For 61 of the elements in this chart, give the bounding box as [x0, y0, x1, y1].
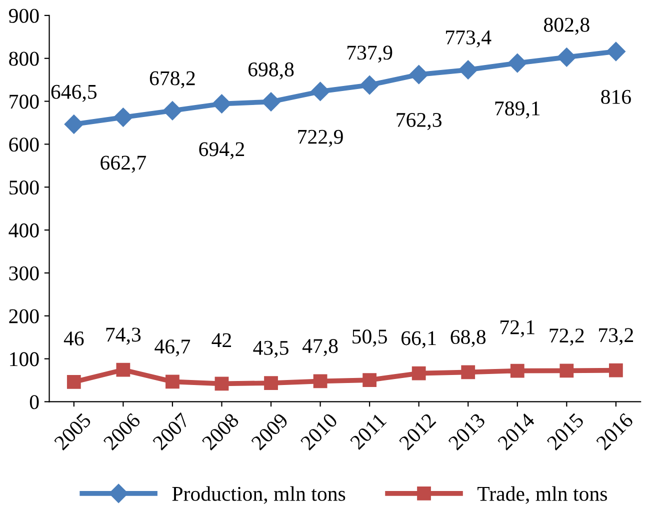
legend-label: Production, mln tons: [172, 486, 346, 504]
point: [412, 366, 426, 380]
data-label: 72,2: [550, 328, 584, 346]
data-label: 737,9: [348, 46, 392, 63]
y-tick-label: 600: [9, 138, 39, 152]
data-label: 73,2: [599, 328, 634, 346]
data-label: 789,1: [495, 101, 540, 118]
point: [461, 365, 476, 380]
data-label: 722,9: [298, 130, 343, 147]
y-tick-label: 700: [10, 94, 39, 109]
point: [64, 114, 84, 134]
data-label: 46,7: [154, 340, 190, 357]
point: [166, 374, 180, 389]
y-tick-label: 300: [9, 266, 39, 280]
point: [116, 362, 130, 377]
data-label: 762,3: [396, 112, 442, 130]
data-label: 47,8: [302, 339, 338, 356]
y-tick-label: 400: [8, 223, 39, 238]
point: [360, 75, 380, 95]
data-label: 694,2: [199, 142, 244, 160]
point: [608, 363, 623, 378]
data-label: 42: [212, 333, 232, 348]
point: [212, 94, 232, 114]
y-tick-label: 500: [10, 180, 39, 195]
point: [510, 364, 524, 378]
y-tick-label: 100: [10, 352, 39, 366]
y-tick-label: 900: [8, 8, 39, 23]
point: [606, 42, 626, 62]
data-label: 46: [64, 332, 84, 346]
legend-label: Trade, mln tons: [478, 486, 607, 504]
data-label: 802,8: [544, 18, 590, 35]
data-label: 646,5: [51, 84, 97, 102]
point: [66, 375, 81, 389]
point: [458, 60, 478, 80]
data-label: 662,7: [100, 156, 146, 173]
point: [560, 364, 574, 378]
data-label: 68,8: [450, 330, 486, 348]
data-label: 816: [601, 90, 631, 104]
point: [214, 376, 229, 391]
data-label: 678,2: [150, 71, 195, 88]
point: [557, 48, 576, 67]
point: [162, 101, 182, 120]
data-label: 698,8: [248, 62, 294, 80]
point: [508, 54, 527, 73]
data-label: 43,5: [253, 340, 288, 358]
point: [261, 92, 281, 112]
point: [310, 82, 330, 101]
point: [264, 376, 278, 390]
x-tick-label: 2011: [350, 412, 387, 450]
data-label: 66,1: [402, 331, 436, 348]
data-label: 773,4: [446, 30, 492, 48]
point: [114, 108, 133, 127]
point: [409, 65, 428, 84]
data-label: 74,3: [106, 328, 141, 345]
point: [362, 373, 377, 387]
data-label: 50,5: [352, 330, 387, 347]
data-label: 72,1: [500, 320, 534, 338]
y-tick-label: 800: [9, 52, 39, 66]
y-tick-label: 200: [9, 309, 39, 324]
point: [313, 374, 328, 388]
y-tick-label: 0: [30, 395, 39, 410]
